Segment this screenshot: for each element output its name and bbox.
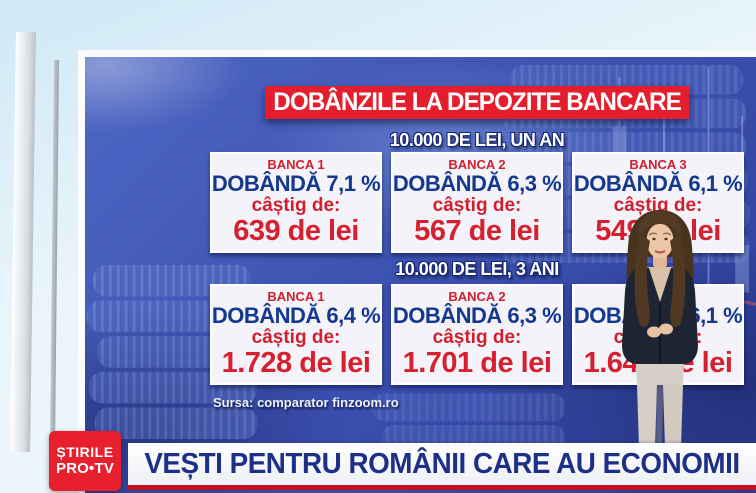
gain-value: 1.728 de lei [221,347,371,379]
title-banner: DOBÂNZILE LA DEPOZITE BANCARE [265,86,689,119]
section-label-one-year: 10.000 DE LEI, UN AN [389,130,565,150]
rate-card: BANCA 1 DOBÂNDĂ 6,4 % câștig de: 1.728 d… [210,284,382,385]
source-credit: Sursa: comparator finzoom.ro [213,395,399,410]
rate-value: DOBÂNDĂ 6,3 % [392,303,562,328]
rate-value: DOBÂNDĂ 6,3 % [392,171,562,196]
gain-value: 567 de lei [414,215,540,247]
presenter-figure [622,210,698,448]
headline-banner: VEȘTI PENTRU ROMÂNII CARE AU ECONOMII [128,443,756,485]
bank-label: BANCA 2 [448,289,506,304]
banner-red-line [128,485,756,490]
rate-card: BANCA 1 DOBÂNDĂ 7,1 % câștig de: 639 de … [210,152,382,253]
gain-value: 639 de lei [233,215,359,247]
rate-card: BANCA 2 DOBÂNDĂ 6,3 % câștig de: 1.701 d… [391,284,563,385]
studio-wall-frame-edge [49,59,60,453]
headline-text: VEȘTI PENTRU ROMÂNII CARE AU ECONOMII [144,447,740,480]
bank-label: BANCA 1 [267,289,325,304]
studio-wall-frame [10,31,36,453]
page-title: DOBÂNZILE LA DEPOZITE BANCARE [273,88,681,116]
section-label-three-years: 10.000 DE LEI, 3 ANI [395,259,559,279]
gain-label: câștig de: [251,195,341,216]
gain-label: câștig de: [251,327,341,348]
bank-label: BANCA 1 [267,157,325,172]
rate-card: BANCA 3 DOBÂNDĂ 6,1 % câștig de: 549 de … [572,152,744,253]
rate-value: DOBÂNDĂ 7,1 % [211,171,381,196]
bank-label: BANCA 2 [448,157,506,172]
logo-line2: PRO•TV [55,460,115,477]
gain-label: câștig de: [432,327,522,348]
rate-card: BANCA 2 DOBÂNDĂ 6,3 % câștig de: 567 de … [391,152,563,253]
card-row-one-year: BANCA 1 DOBÂNDĂ 7,1 % câștig de: 639 de … [210,152,744,253]
rate-value: DOBÂNDĂ 6,1 % [573,171,743,196]
gain-value: 1.701 de lei [402,347,552,379]
rate-value: DOBÂNDĂ 6,4 % [211,303,381,328]
gain-label: câștig de: [432,195,522,216]
bank-label: BANCA 3 [629,157,687,172]
gain-label: câștig de: [613,195,703,216]
stirile-protv-logo: ȘTIRILE PRO•TV [49,431,121,491]
logo-line1: ȘTIRILE [56,444,114,460]
